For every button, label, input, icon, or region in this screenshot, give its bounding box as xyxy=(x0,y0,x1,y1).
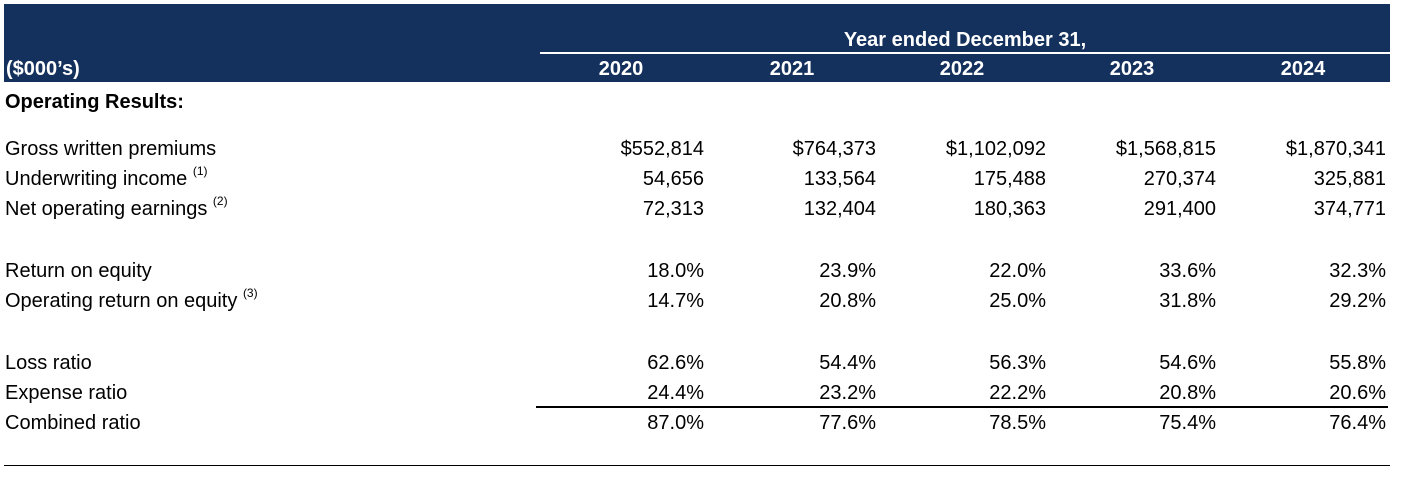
year-header-2022: 2022 xyxy=(939,58,985,80)
table-cell: 55.8% xyxy=(1329,352,1386,374)
row-label-text: Loss ratio xyxy=(5,352,92,374)
table-cell: 78.5% xyxy=(989,412,1046,434)
table-cell: 23.2% xyxy=(819,382,876,404)
row-label-text: Expense ratio xyxy=(5,382,128,404)
units-label: ($000’s) xyxy=(6,58,80,80)
year-header-2024: 2024 xyxy=(1280,58,1326,80)
table-cell: 132,404 xyxy=(803,198,876,220)
table-cell: 54,656 xyxy=(642,168,704,190)
year-header-2023: 2023 xyxy=(1109,58,1155,80)
row-label-text: Underwriting income xyxy=(5,168,188,190)
table-cell: 29.2% xyxy=(1329,290,1386,312)
row-label: Operating return on equity (3) xyxy=(5,287,258,313)
row-label: Gross written premiums xyxy=(5,138,216,161)
period-header-underline xyxy=(540,52,1390,54)
table-cell: $1,568,815 xyxy=(1115,138,1216,160)
table-cell: 62.6% xyxy=(647,352,704,374)
table-cell: 77.6% xyxy=(819,412,876,434)
table-cell: 75.4% xyxy=(1159,412,1216,434)
row-label: Underwriting income (1) xyxy=(5,165,208,191)
table-cell: 87.0% xyxy=(647,412,704,434)
table-cell: 291,400 xyxy=(1143,198,1216,220)
section-title: Operating Results: xyxy=(5,91,184,113)
row-label-text: Gross written premiums xyxy=(5,138,217,160)
table-header-band: Year ended December 31, ($000’s) 2020 20… xyxy=(4,4,1390,82)
table-cell: 20.8% xyxy=(819,290,876,312)
year-header-2020: 2020 xyxy=(598,58,644,80)
row-label-text: Combined ratio xyxy=(5,412,141,434)
table-cell: 175,488 xyxy=(973,168,1046,190)
row-label: Return on equity xyxy=(5,260,152,283)
table-cell: 33.6% xyxy=(1159,260,1216,282)
period-header: Year ended December 31, xyxy=(843,29,1087,51)
table-cell: 374,771 xyxy=(1313,198,1386,220)
table-cell: 18.0% xyxy=(647,260,704,282)
row-label: Loss ratio xyxy=(5,352,92,375)
year-header-2021: 2021 xyxy=(769,58,815,80)
table-cell: 54.4% xyxy=(819,352,876,374)
table-cell: 56.3% xyxy=(989,352,1046,374)
table-cell: $552,814 xyxy=(620,138,704,160)
row-label: Expense ratio xyxy=(5,382,127,405)
table-cell: 180,363 xyxy=(973,198,1046,220)
footnote-ref: (1) xyxy=(192,164,208,179)
table-cell: 22.0% xyxy=(989,260,1046,282)
footnote-ref: (3) xyxy=(242,286,258,301)
row-label-text: Net operating earnings xyxy=(5,198,208,220)
row-label-text: Return on equity xyxy=(5,260,152,282)
row-label: Combined ratio xyxy=(5,412,141,435)
table-cell: 72,313 xyxy=(642,198,704,220)
table-cell: 270,374 xyxy=(1143,168,1216,190)
total-underline xyxy=(536,406,1388,408)
table-cell: 24.4% xyxy=(647,382,704,404)
table-cell: 25.0% xyxy=(989,290,1046,312)
table-cell: 20.6% xyxy=(1329,382,1386,404)
table-cell: 31.8% xyxy=(1159,290,1216,312)
row-label-text: Operating return on equity xyxy=(5,290,238,312)
table-cell: $1,870,341 xyxy=(1285,138,1386,160)
table-cell: 32.3% xyxy=(1329,260,1386,282)
table-cell: $1,102,092 xyxy=(945,138,1046,160)
table-cell: 325,881 xyxy=(1313,168,1386,190)
table-cell: 133,564 xyxy=(803,168,876,190)
row-label: Net operating earnings (2) xyxy=(5,195,228,221)
table-cell: $764,373 xyxy=(792,138,876,160)
table-bottom-rule xyxy=(4,465,1390,466)
table-cell: 76.4% xyxy=(1329,412,1386,434)
table-cell: 14.7% xyxy=(647,290,704,312)
table-cell: 54.6% xyxy=(1159,352,1216,374)
table-cell: 22.2% xyxy=(989,382,1046,404)
footnote-ref: (2) xyxy=(212,194,228,209)
table-cell: 23.9% xyxy=(819,260,876,282)
table-cell: 20.8% xyxy=(1159,382,1216,404)
